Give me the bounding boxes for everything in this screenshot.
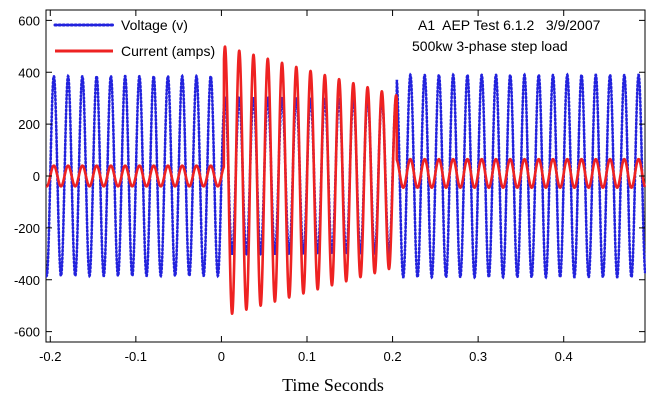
x-tick-label: -0.2 <box>39 349 61 364</box>
legend-current-label: Current (amps) <box>121 43 215 59</box>
y-tick-label: -400 <box>14 273 40 288</box>
y-tick-label: 400 <box>18 65 40 80</box>
y-tick-label: 0 <box>33 169 40 184</box>
x-tick-label: 0.1 <box>298 349 316 364</box>
legend-voltage-label: Voltage (v) <box>121 17 188 33</box>
y-tick-label: -600 <box>14 325 40 340</box>
legend: Voltage (v) Current (amps) <box>53 17 215 59</box>
x-tick-label: 0 <box>218 349 225 364</box>
x-axis-title: Time Seconds <box>282 375 384 395</box>
annotation-test-id: A1 AEP Test 6.1.2 3/9/2007 <box>418 17 601 33</box>
x-tick-label: -0.1 <box>125 349 147 364</box>
current-series-line <box>46 45 646 315</box>
x-tick-label: 0.4 <box>555 349 573 364</box>
y-tick-label: -200 <box>14 221 40 236</box>
x-tick-label: 0.2 <box>384 349 402 364</box>
y-tick-label: 200 <box>18 117 40 132</box>
annotation-description: 500kw 3-phase step load <box>412 38 568 54</box>
y-tick-label: 600 <box>18 13 40 28</box>
x-tick-label: 0.3 <box>469 349 487 364</box>
